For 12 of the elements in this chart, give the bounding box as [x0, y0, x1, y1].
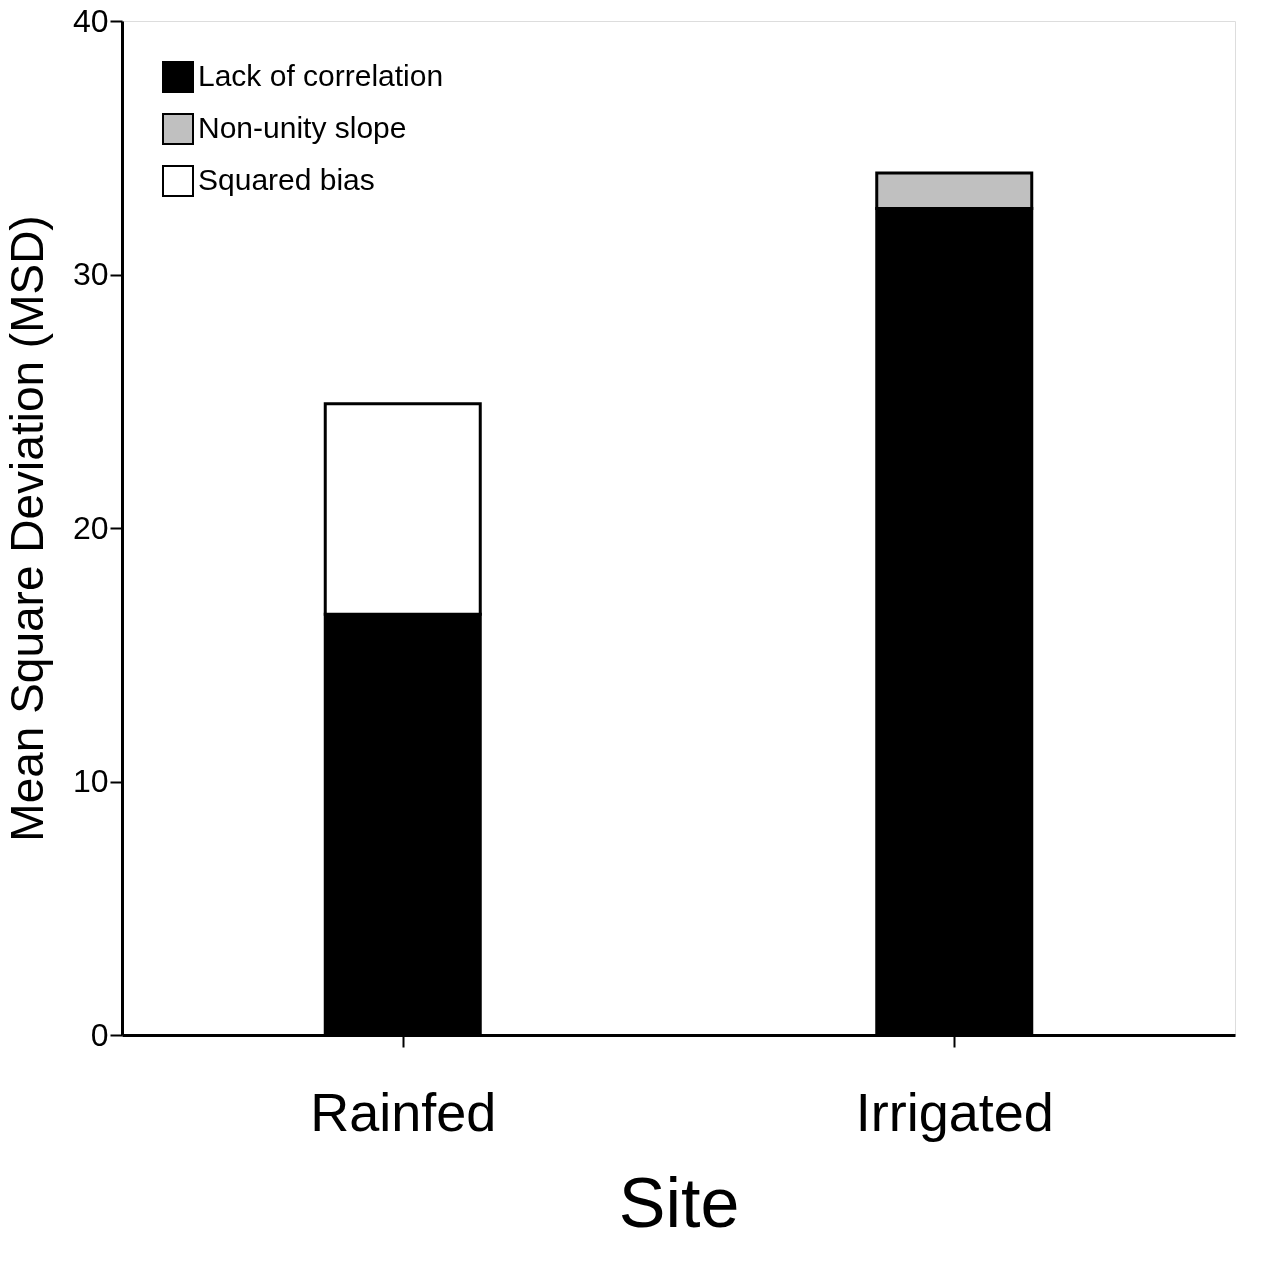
legend-label: Lack of correlation: [198, 59, 444, 92]
y-tick-label: 10: [72, 763, 109, 799]
x-tick-label: Rainfed: [310, 1081, 497, 1142]
y-tick-label: 30: [72, 256, 109, 292]
y-axis-title: Mean Square Deviation (MSD): [0, 215, 53, 842]
y-tick-label: 20: [72, 509, 109, 546]
x-tick-label: Irrigated: [855, 1081, 1054, 1142]
y-tick-label: 40: [72, 2, 109, 39]
legend-label: Non-unity slope: [198, 111, 407, 144]
legend-label: Squared bias: [198, 163, 375, 196]
x-axis-title: Site: [618, 1163, 740, 1242]
y-tick-label: 0: [90, 1016, 109, 1053]
